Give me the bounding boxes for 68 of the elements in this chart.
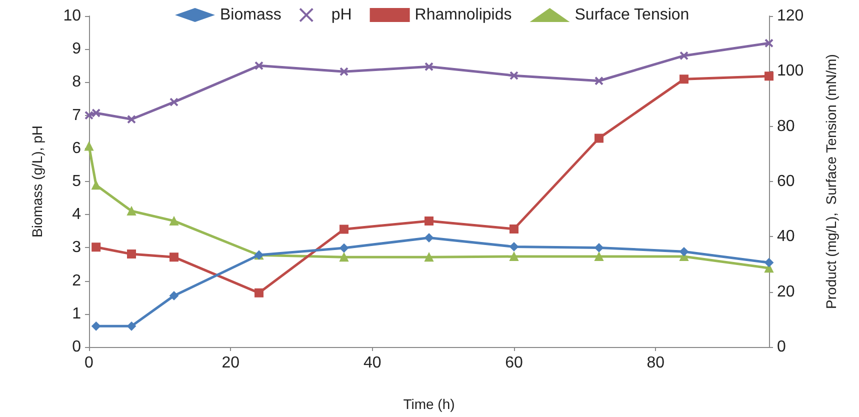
point <box>254 288 264 298</box>
point <box>92 108 100 117</box>
y-tick-label: 4 <box>72 206 82 224</box>
point <box>424 216 434 226</box>
point <box>680 247 688 256</box>
point <box>340 68 348 76</box>
point <box>594 243 604 252</box>
x-tick-label: 80 <box>646 354 665 372</box>
y-axis-title: Biomass (g/L), pH <box>29 125 45 238</box>
point <box>170 291 178 300</box>
point <box>765 39 773 48</box>
point <box>127 250 136 259</box>
y-tick-label: 0 <box>72 338 82 356</box>
x-tick-label: 20 <box>222 354 240 372</box>
point <box>170 252 178 262</box>
point <box>92 180 101 190</box>
point <box>680 52 688 60</box>
y-tick-label: 2 <box>72 272 82 290</box>
legend-label: Surface Tension <box>574 6 690 24</box>
y2-tick-label: 40 <box>777 228 795 246</box>
y-tick-label: 6 <box>72 140 82 157</box>
point <box>170 98 178 106</box>
point <box>424 233 434 242</box>
y2-tick-label: 100 <box>777 62 804 80</box>
point <box>510 72 518 80</box>
x-tick-label: 0 <box>84 354 94 372</box>
y-tick-label: 5 <box>72 173 82 190</box>
y-tick-label: 8 <box>72 74 82 91</box>
point <box>340 252 348 262</box>
point <box>84 142 94 151</box>
point <box>340 224 348 234</box>
point <box>425 62 433 71</box>
point <box>510 224 518 234</box>
y-tick-label: 1 <box>72 305 82 322</box>
y2-tick-label: 60 <box>777 173 795 190</box>
point <box>170 216 178 226</box>
point <box>764 258 774 268</box>
y-tick-label: 3 <box>72 239 82 256</box>
point <box>680 74 688 84</box>
y-tick-label: 10 <box>63 8 82 24</box>
point <box>510 252 518 262</box>
y2-axis-title: Product (mg/L), Surface Tension (mN/m) <box>823 54 839 309</box>
point <box>424 252 434 262</box>
y-tick-label: 7 <box>72 106 82 124</box>
y2-tick-label: 0 <box>777 338 786 356</box>
y2-tick-label: 20 <box>777 283 795 300</box>
point <box>510 242 518 252</box>
point <box>595 76 603 85</box>
y-tick-label: 9 <box>72 40 82 58</box>
legend-label: Biomass <box>220 6 282 24</box>
point <box>85 111 93 120</box>
point <box>92 322 101 331</box>
x-axis-title: Time (h) <box>403 396 455 412</box>
point <box>764 72 774 81</box>
point <box>127 322 136 331</box>
point <box>255 62 263 70</box>
x-tick-label: 60 <box>505 354 523 372</box>
legend-label: pH <box>331 6 352 24</box>
point <box>594 252 604 262</box>
legend-label: Rhamnolipids <box>414 6 512 24</box>
point <box>128 115 136 124</box>
point <box>340 244 348 253</box>
y2-tick-label: 120 <box>777 8 804 24</box>
y2-tick-label: 80 <box>777 118 795 135</box>
point <box>92 242 101 252</box>
x-tick-label: 40 <box>363 354 382 372</box>
point <box>594 134 604 143</box>
point <box>127 206 136 216</box>
